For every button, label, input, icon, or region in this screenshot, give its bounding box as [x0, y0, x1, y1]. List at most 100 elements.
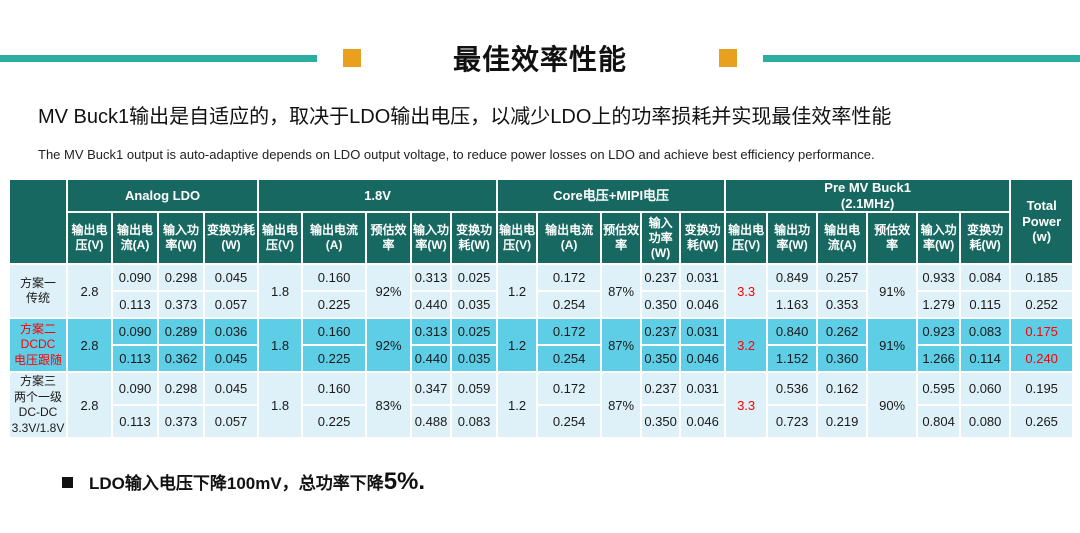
- cell-r0s1-pre_ploss: 0.115: [959, 290, 1012, 320]
- cell-r1s0-pre_ploss: 0.083: [959, 317, 1012, 347]
- cell-r1s0-v18_ploss: 0.025: [450, 317, 499, 347]
- cell-r2s0-v18_pin: 0.347: [410, 371, 453, 407]
- col-header-15: 输出功率(W): [766, 211, 819, 266]
- cell-r0s0-analog_pin: 0.298: [157, 263, 205, 293]
- cell-r2s0-v18_iout: 0.160: [301, 371, 368, 407]
- col-header-17: 预估效率: [866, 211, 919, 266]
- cell-r0-v18_eff: 92%: [365, 263, 413, 320]
- cell-r0-label: 方案一 传统: [8, 263, 68, 320]
- cell-r1s1-v18_ploss: 0.035: [450, 344, 499, 374]
- col-header-9: 输出电压(V): [496, 211, 539, 266]
- cell-r1s0-analog_ploss: 0.036: [202, 317, 260, 347]
- cell-r0s0-analog_iout: 0.090: [111, 263, 159, 293]
- scheme-0-subrow-0: 方案一 传统 2.8 0.090 0.298 0.045 1.8 0.160 92% 0.313…: [8, 263, 1075, 320]
- orange-square-left-icon: [343, 49, 361, 67]
- cell-r1s1-v18_iout: 0.225: [301, 344, 368, 374]
- cell-r2s0-pre_pin: 0.595: [916, 371, 962, 407]
- cell-r2s1-pre_ploss: 0.080: [959, 404, 1012, 440]
- group-header-analog-ldo: Analog LDO: [65, 177, 260, 214]
- divider-line-left: [0, 54, 317, 62]
- cell-r1s1-pre_iout: 0.360: [816, 344, 869, 374]
- cell-r2s1-core_iout: 0.254: [536, 404, 603, 440]
- col-header-12: 输入功率(W): [640, 211, 682, 266]
- cell-r0s0-core_pin: 0.237: [640, 263, 682, 293]
- cell-r1s0-v18_iout: 0.160: [301, 317, 368, 347]
- cell-r0s0-core_iout: 0.172: [536, 263, 603, 293]
- cell-r2s1-v18_ploss: 0.083: [450, 404, 499, 440]
- cell-r2s1-total: 0.265: [1009, 404, 1075, 440]
- cell-r0s0-core_ploss: 0.031: [679, 263, 727, 293]
- col-header-14: 输出电压(V): [724, 211, 769, 266]
- group-header-total-power: Total Power (w): [1009, 177, 1075, 266]
- col-header-18: 输入功率(W): [916, 211, 962, 266]
- cell-r1-label: 方案二 DCDC 电压跟随: [8, 317, 68, 374]
- group-header-pre-mv-buck1: Pre MV Buck1 (2.1MHz): [724, 177, 1012, 214]
- col-header-6: 预估效率: [365, 211, 413, 266]
- bullet-square-icon: [62, 476, 73, 488]
- cell-r2s0-v18_ploss: 0.059: [450, 371, 499, 407]
- cell-r1s0-pre_pin: 0.923: [916, 317, 962, 347]
- cell-r2-pre_vout: 3.3: [724, 371, 769, 440]
- cell-r2s0-pre_ploss: 0.060: [959, 371, 1012, 407]
- cell-r2s1-pre_pout: 0.723: [766, 404, 819, 440]
- cell-r2s0-core_ploss: 0.031: [679, 371, 727, 407]
- cell-r1s0-v18_pin: 0.313: [410, 317, 453, 347]
- cell-r0s0-pre_iout: 0.257: [816, 263, 869, 293]
- cell-r1s1-v18_pin: 0.440: [410, 344, 453, 374]
- cell-r0s1-core_iout: 0.254: [536, 290, 603, 320]
- cell-r1s1-pre_pin: 1.266: [916, 344, 962, 374]
- cell-r2s0-analog_iout: 0.090: [111, 371, 159, 407]
- cell-r2s1-core_ploss: 0.046: [679, 404, 727, 440]
- cell-r1s1-analog_iout: 0.113: [111, 344, 159, 374]
- scheme-1-subrow-0: 方案二 DCDC 电压跟随 2.8 0.090 0.289 0.036 1.8 0.160 9…: [8, 317, 1075, 374]
- cell-r2s0-total: 0.195: [1009, 371, 1075, 407]
- col-header-7: 输入功率(W): [410, 211, 453, 266]
- orange-square-right-icon: [719, 49, 738, 67]
- cell-r0s0-pre_pout: 0.849: [766, 263, 819, 293]
- corner-cell: [8, 177, 68, 266]
- cell-r0s1-pre_iout: 0.353: [816, 290, 869, 320]
- header-group-row: Analog LDO 1.8V Core电压+MIPI电压 Pre MV Buck1 …: [8, 177, 1075, 266]
- col-header-5: 输出电流(A): [301, 211, 368, 266]
- cell-r1s0-total: 0.175: [1009, 317, 1075, 347]
- cell-r1s1-core_pin: 0.350: [640, 344, 682, 374]
- cell-r1s1-analog_pin: 0.362: [157, 344, 205, 374]
- col-header-11: 预估效率: [600, 211, 643, 266]
- cell-r2-pre_eff: 90%: [866, 371, 919, 440]
- group-header-rail-1v8: 1.8V: [257, 177, 499, 214]
- cell-r2-core_vout: 1.2: [496, 371, 539, 440]
- col-header-2: 输入功率(W): [157, 211, 205, 266]
- cell-r2s1-analog_pin: 0.373: [157, 404, 205, 440]
- cell-r0s0-pre_ploss: 0.084: [959, 263, 1012, 293]
- cell-r0-core_vout: 1.2: [496, 263, 539, 320]
- footnote-emphasis: 5%.: [383, 468, 426, 495]
- cell-r1s0-pre_iout: 0.262: [816, 317, 869, 347]
- cell-r2s0-core_iout: 0.172: [536, 371, 603, 407]
- cell-r2s1-pre_iout: 0.219: [816, 404, 869, 440]
- cell-r0s1-total: 0.252: [1009, 290, 1075, 320]
- cell-r0s1-analog_iout: 0.113: [111, 290, 159, 320]
- group-header-core-mipi: Core电压+MIPI电压: [496, 177, 727, 214]
- cell-r0s1-v18_pin: 0.440: [410, 290, 453, 320]
- cell-r0-core_eff: 87%: [600, 263, 643, 320]
- cell-r0s1-core_pin: 0.350: [640, 290, 682, 320]
- cell-r0s1-core_ploss: 0.046: [679, 290, 727, 320]
- cell-r1s1-pre_ploss: 0.114: [959, 344, 1012, 374]
- cell-r1s0-analog_iout: 0.090: [111, 317, 159, 347]
- scheme-0-subrow-1: 0.113 0.373 0.057 0.225 0.440 0.035 0.254 0.350…: [9, 290, 1075, 320]
- col-header-10: 输出电流(A): [536, 211, 603, 266]
- cell-r1-analog_vout: 2.8: [66, 317, 113, 374]
- subtitle-zh: MV Buck1输出是自适应的，取决于LDO输出电压，以减少LDO上的功率损耗并…: [38, 106, 892, 128]
- cell-r1s1-core_ploss: 0.046: [679, 344, 727, 374]
- cell-r2s0-core_pin: 0.237: [640, 371, 682, 407]
- cell-r1s0-core_iout: 0.172: [536, 317, 603, 347]
- cell-r2s0-analog_ploss: 0.045: [202, 371, 260, 407]
- cell-r1-core_vout: 1.2: [496, 317, 539, 374]
- cell-r2s1-analog_ploss: 0.057: [202, 404, 260, 440]
- cell-r0s1-analog_pin: 0.373: [157, 290, 205, 320]
- cell-r0s0-v18_iout: 0.160: [301, 263, 368, 293]
- cell-r2s0-pre_iout: 0.162: [816, 371, 869, 407]
- footnote-text: LDO输入电压下降100mV，总功率下降: [89, 474, 384, 493]
- cell-r1s1-analog_ploss: 0.045: [202, 344, 260, 374]
- cell-r0s1-analog_ploss: 0.057: [202, 290, 260, 320]
